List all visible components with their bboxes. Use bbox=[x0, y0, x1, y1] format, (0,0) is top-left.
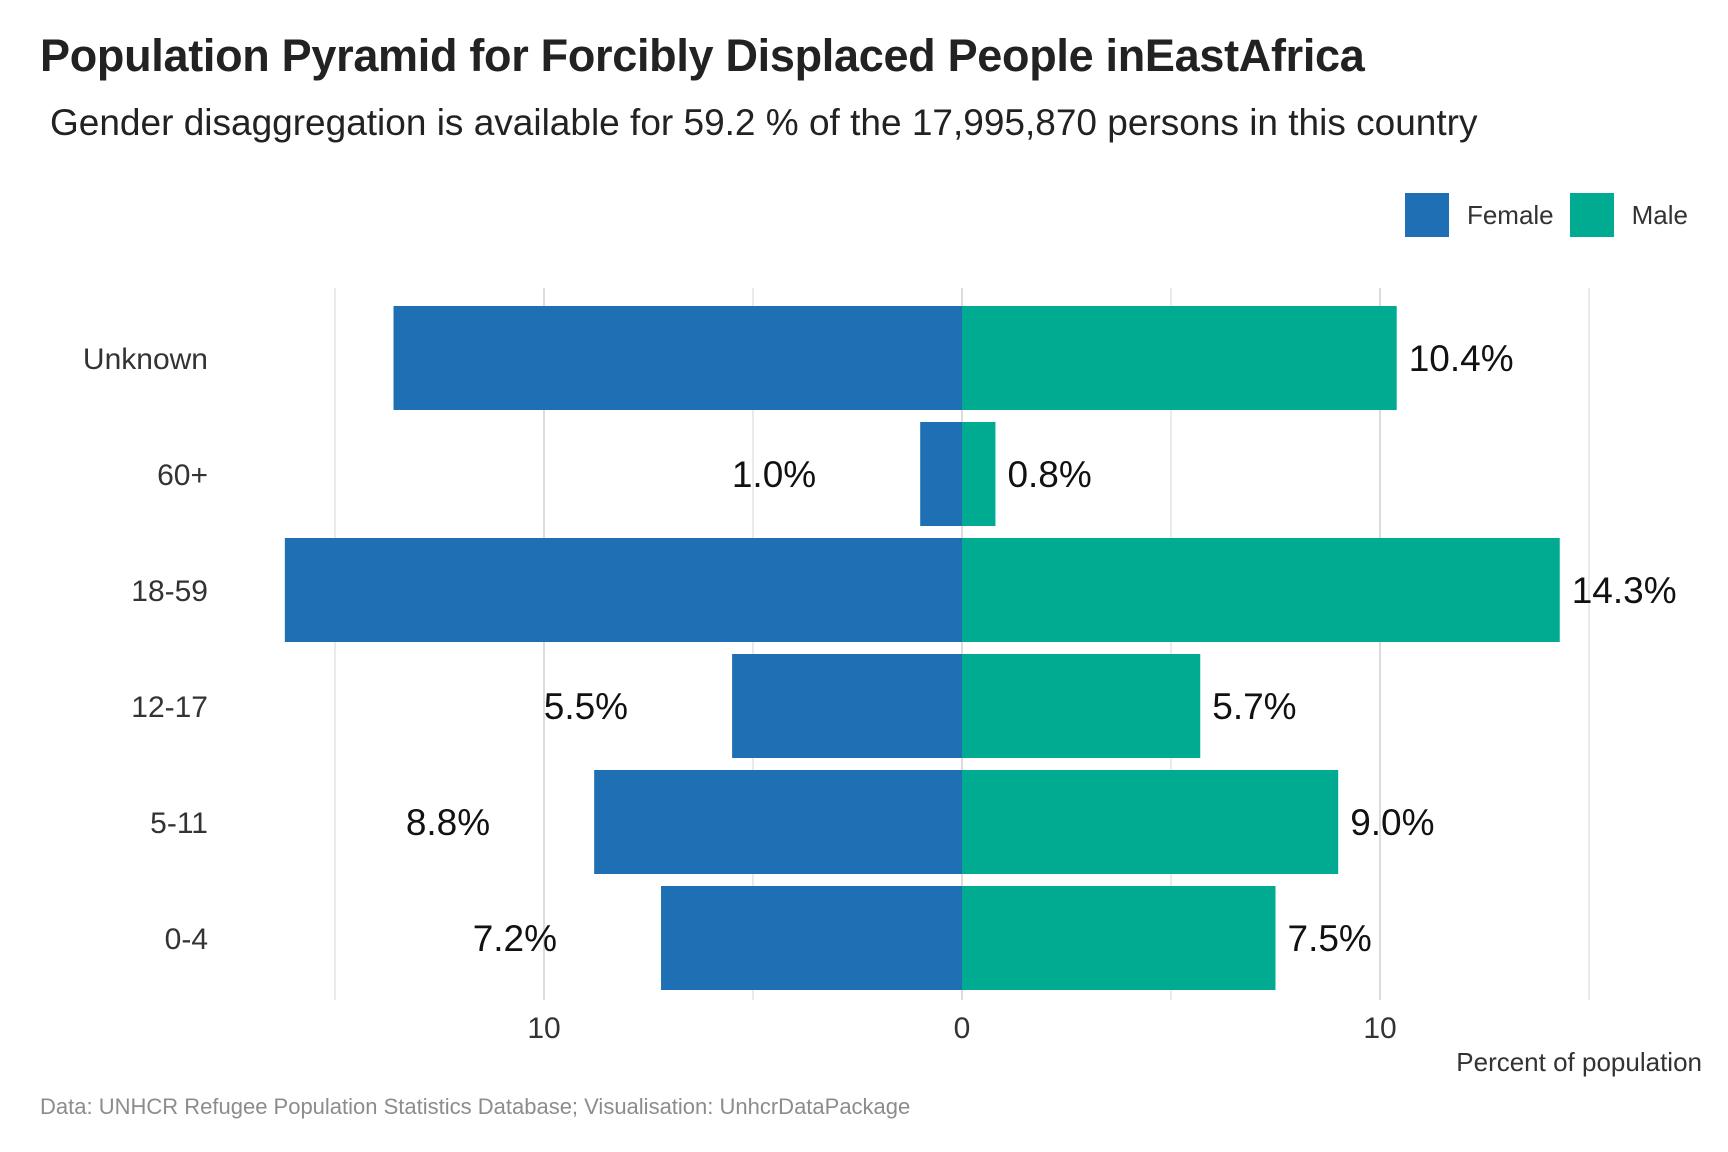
data-label-male: 14.3% bbox=[1572, 570, 1677, 611]
bar-female-18-59 bbox=[284, 538, 963, 642]
chart-title: Population Pyramid for Forcibly Displace… bbox=[40, 30, 1365, 81]
data-label-male: 5.7% bbox=[1212, 686, 1296, 727]
bar-male-Unknown bbox=[962, 306, 1397, 410]
category-label: 60+ bbox=[157, 459, 208, 492]
x-tick-label: 10 bbox=[1363, 1012, 1396, 1045]
bar-male-60+ bbox=[962, 422, 996, 526]
category-label: Unknown bbox=[83, 343, 208, 376]
bar-male-12-17 bbox=[962, 654, 1201, 758]
data-label-female: 5.5% bbox=[544, 686, 628, 727]
legend: Female Male bbox=[1404, 193, 1688, 237]
legend-item-female: Female bbox=[1404, 193, 1554, 237]
legend-label-female: Female bbox=[1466, 199, 1554, 230]
x-tick-label: 10 bbox=[527, 1012, 560, 1045]
data-label-female: 8.8% bbox=[406, 802, 490, 843]
bar-female-60+ bbox=[920, 422, 962, 526]
category-label: 0-4 bbox=[165, 923, 208, 956]
x-axis-title: Percent of population bbox=[1456, 1047, 1702, 1077]
bar-male-18-59 bbox=[962, 538, 1560, 642]
category-label: 5-11 bbox=[150, 807, 208, 840]
data-label-female: 1.0% bbox=[732, 454, 816, 495]
data-label-female: 7.2% bbox=[473, 918, 557, 959]
source-caption: Data: UNHCR Refugee Population Statistic… bbox=[40, 1094, 911, 1119]
category-label: 12-17 bbox=[131, 691, 208, 724]
legend-swatch-female bbox=[1404, 193, 1449, 237]
data-label-male: 0.8% bbox=[1007, 454, 1091, 495]
bar-female-Unknown bbox=[393, 306, 962, 410]
chart-subtitle: Gender disaggregation is available for 5… bbox=[50, 102, 1478, 143]
bar-female-12-17 bbox=[732, 654, 962, 758]
x-tick-label: 0 bbox=[954, 1012, 971, 1045]
data-label-male: 9.0% bbox=[1350, 802, 1434, 843]
category-label: 18-59 bbox=[131, 575, 208, 608]
bar-male-0-4 bbox=[962, 886, 1276, 990]
bar-female-0-4 bbox=[661, 886, 962, 990]
bar-male-5-11 bbox=[962, 770, 1339, 874]
legend-item-male: Male bbox=[1569, 193, 1688, 237]
legend-label-male: Male bbox=[1631, 199, 1688, 230]
legend-swatch-male bbox=[1569, 193, 1614, 237]
data-label-male: 10.4% bbox=[1409, 338, 1514, 379]
data-label-male: 7.5% bbox=[1288, 918, 1372, 959]
bar-female-5-11 bbox=[594, 770, 962, 874]
